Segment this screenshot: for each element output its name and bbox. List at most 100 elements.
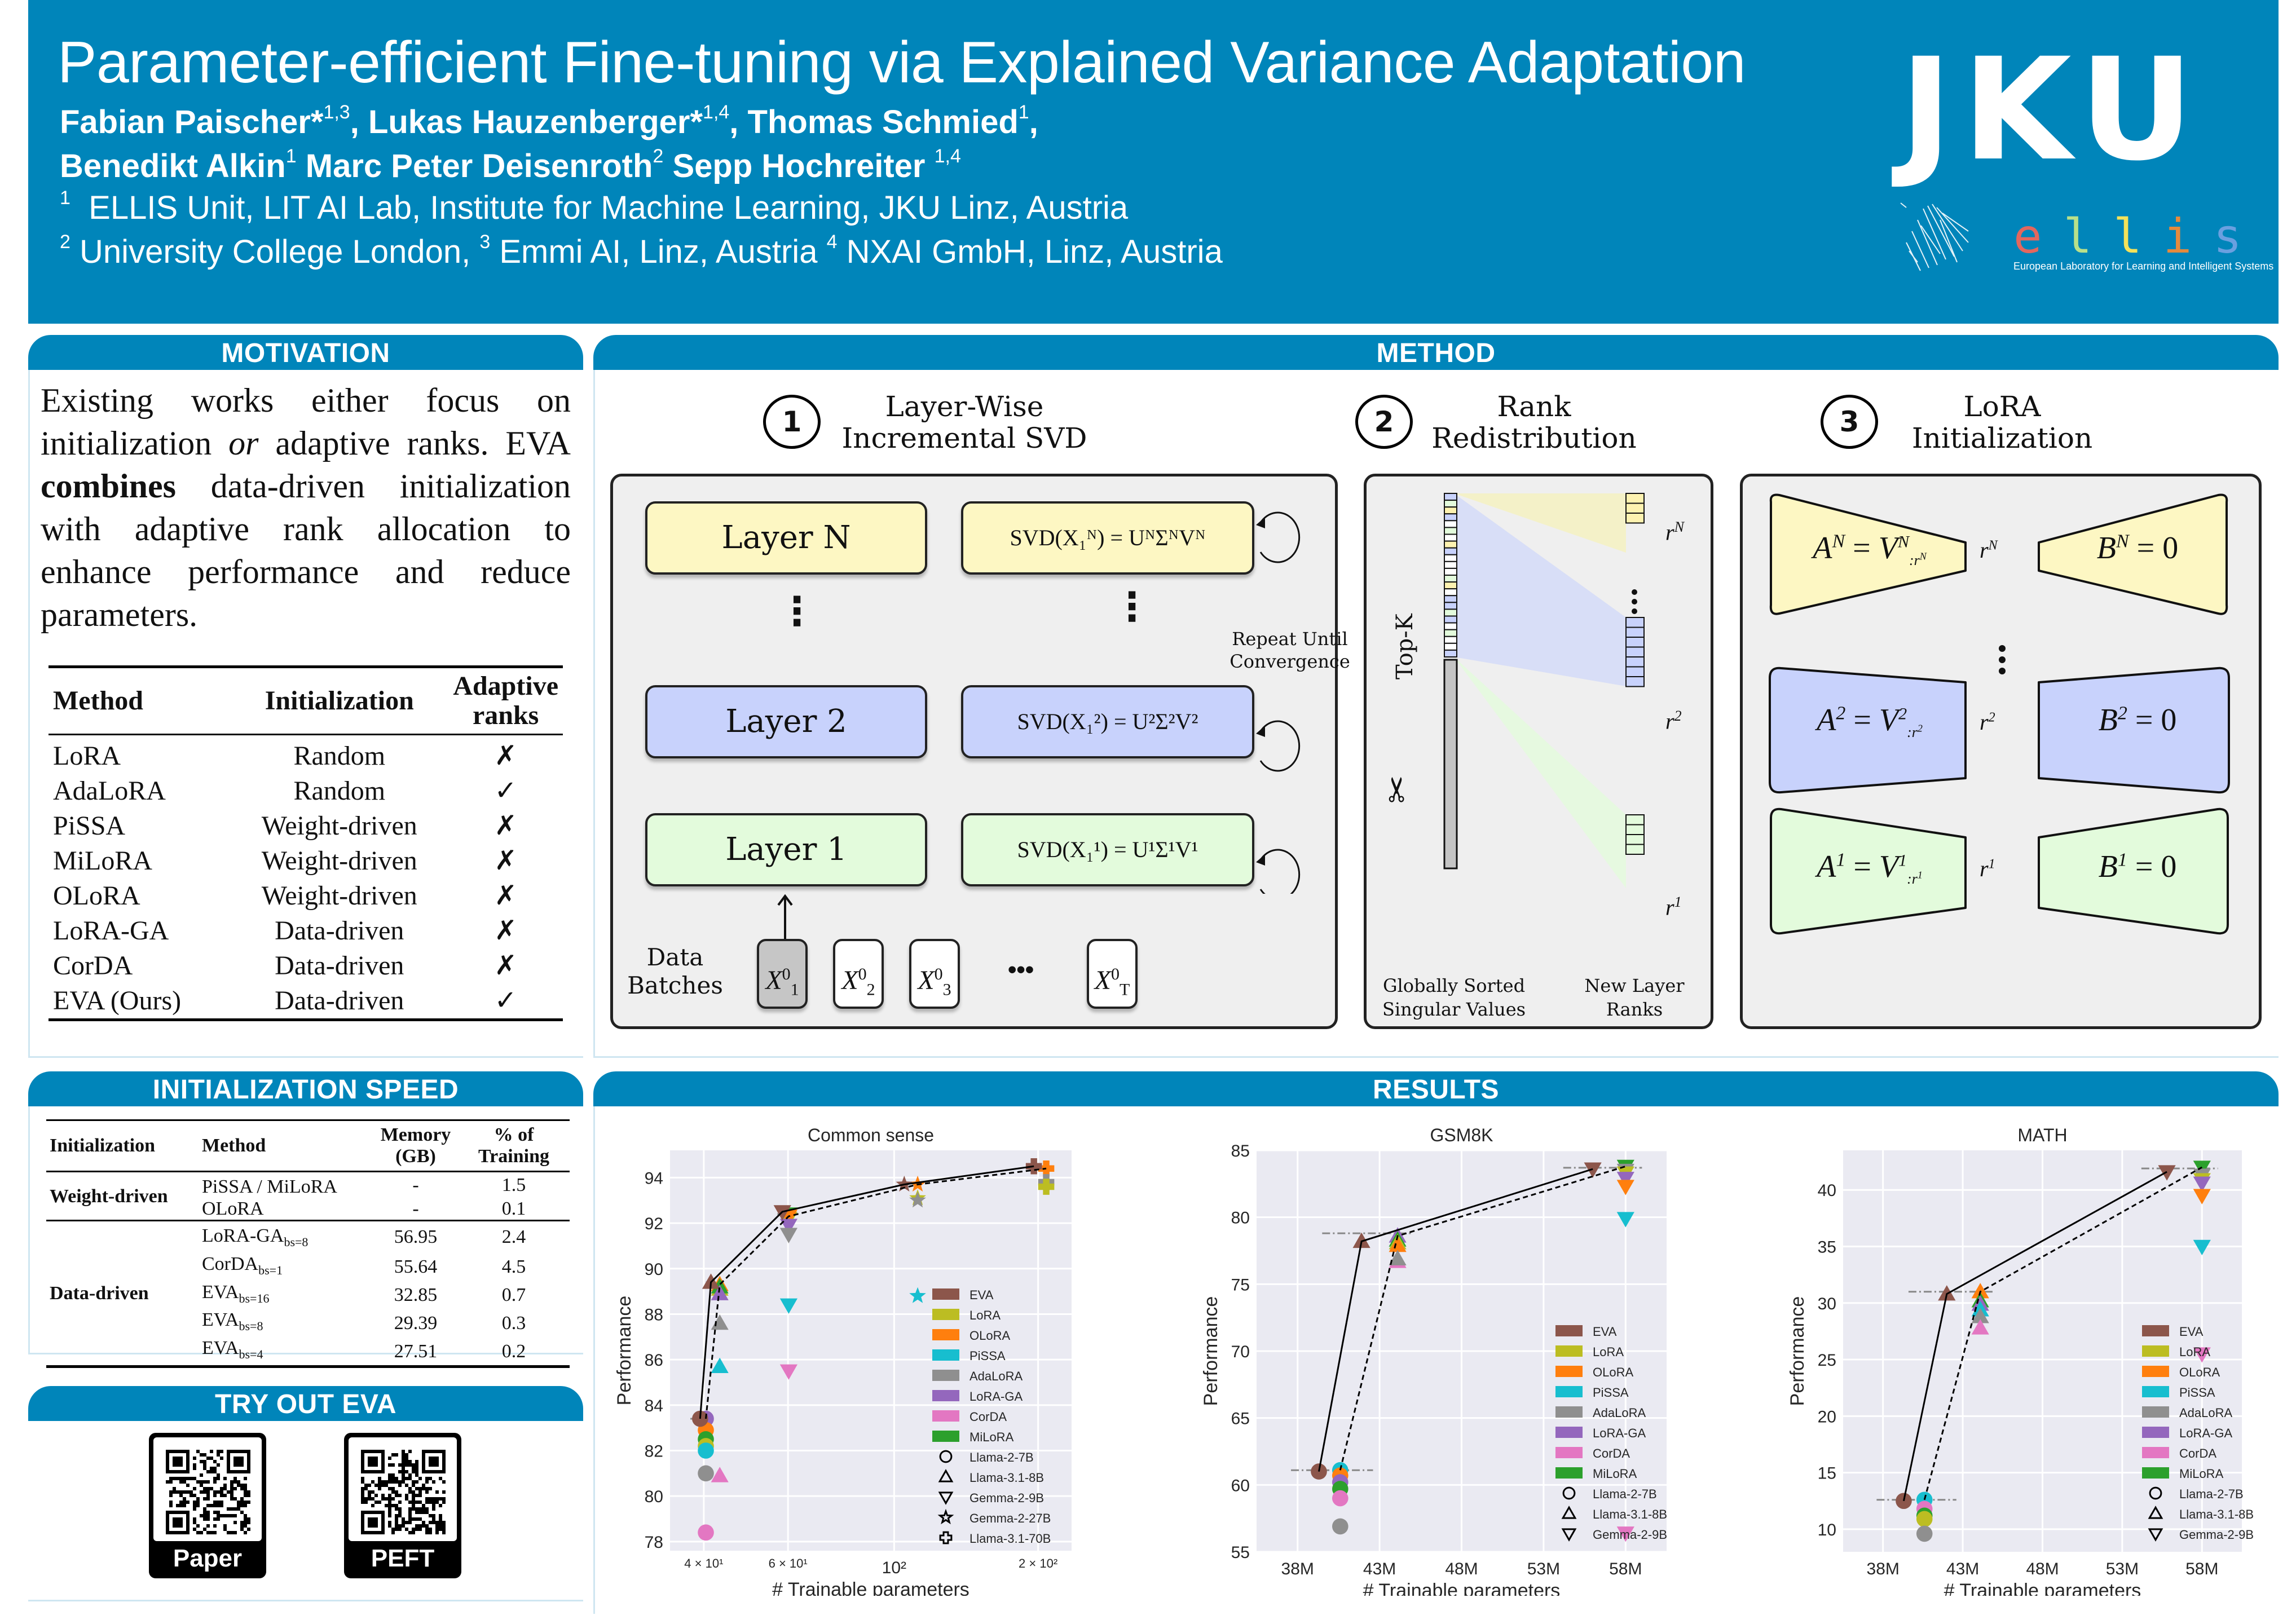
table-row: LoRA Random ✗ [49,735,563,774]
section-header-results: RESULTS [593,1071,2279,1106]
y-tick-label: 15 [1818,1464,1836,1483]
table-row: OLoRA - 0.1 [46,1198,570,1221]
legend-swatch-milora [2142,1467,2169,1479]
legend-marker-triangle-down [1561,1528,1577,1542]
scissors-icon: ✂ [1378,775,1417,804]
author-affiliation-marker: 1 [285,145,297,167]
step-title-3: LoRA Initialization [1911,390,2093,454]
data-point-corda [2193,1347,2211,1363]
cell-memory: - [412,1175,419,1195]
qr-card-peft[interactable]: PEFT [344,1433,461,1578]
singular-value-cell [1444,608,1457,617]
legend-label: EVA [969,1288,994,1302]
legend-label: Llama-3.1-8B [1593,1507,1667,1521]
table-row: AdaLoRA Random ✓ [49,774,563,809]
qr-card-paper[interactable]: Paper [149,1433,266,1578]
section-header-method: METHOD [593,335,2279,370]
baseline-frontier-line [705,1167,1047,1419]
author-name: Marc Peter Deisenroth [305,148,653,184]
panel-lora-initialization: AN = VN:rN rN BN = 0 A2 = V2:r2 r2 B2 = 0 A1 =… [1740,474,2262,1029]
lora-rank-label: rN [1980,537,1998,563]
cell-method: EVAbs=8 [202,1309,263,1334]
legend-label: Llama-3.1-70B [969,1532,1051,1546]
rank-cell [1625,502,1645,514]
baseline-frontier-line [1923,1166,2203,1501]
cell-initialization: Data-driven [275,916,404,946]
column-header-memory: Memory (GB) [380,1124,451,1167]
legend-label: Gemma-2-9B [1593,1528,1667,1542]
x-tick-label: 58M [1609,1560,1642,1578]
rank-cell [1625,834,1645,845]
cell-method: OLoRA [202,1198,264,1219]
authors-line-2: Benedikt Alkin1 Marc Peter Deisenroth2 S… [60,144,1038,188]
data-point-pissa [711,1357,729,1373]
cell-initialization: Weight-driven [261,881,417,911]
data-point-olora [1616,1180,1634,1195]
y-tick-label: 35 [1818,1238,1836,1256]
x-tick-label: 58M [2185,1560,2218,1578]
rank-redistribution-diagram [1443,493,1645,888]
cell-method: AdaLoRA [53,776,166,806]
data-point-lora-ga [1616,1172,1634,1188]
column-header-adaptive-ranks: Adaptive ranks [453,671,558,730]
legend-swatch-olora [1555,1366,1583,1377]
legend-label: Gemma-2-27B [969,1511,1051,1525]
batch-size: bs=8 [239,1319,263,1334]
legend-marker-plus [939,1531,953,1544]
x-tick-label: 38M [1281,1560,1314,1578]
legend-label: Llama-2-7B [2179,1487,2244,1501]
cross-icon: ✗ [494,846,517,876]
step-number-1: 1 [763,395,821,449]
ellis-subtitle: European Laboratory for Learning and Int… [2013,261,2274,272]
cell-pct-training: 2.4 [501,1226,526,1248]
rank-cell [1625,626,1645,638]
legend-label: MiLoRA [969,1430,1014,1444]
panel-rank-redistribution: Top-K ✂ rN r2 r1 Globally Sorted Singula… [1364,474,1713,1029]
y-tick-label: 86 [645,1351,663,1370]
qr-label-peft: PEFT [371,1544,435,1572]
column-header-method: Method [202,1135,266,1156]
horizontal-ellipsis: ••• [1008,956,1034,983]
data-point-pissa [909,1287,926,1303]
ellis-logo: ellis European Laboratory for Learning a… [1872,197,2273,276]
svd-layer-n-box: SVD(X₁ᴺ) = UᴺΣᴺVᴺ [961,501,1254,575]
data-point-olora [909,1175,926,1192]
data-point-corda [1332,1490,1348,1507]
y-tick-label: 92 [645,1215,663,1233]
batch-size: bs=8 [284,1234,309,1249]
cell-method: OLoRA [53,881,140,911]
legend-marker-triangle-up [938,1469,954,1482]
table-row: CorDAbs=1 55.64 4.5 [46,1253,570,1281]
x-tick-label: 43M [1363,1560,1396,1578]
affiliation-marker: 3 [479,231,491,253]
author-name: Sepp Hochreiter [672,148,935,184]
rank-cell [1625,617,1645,628]
legend-marker-circle [2149,1486,2162,1500]
table-row: EVAbs=16 32.85 0.7 [46,1281,570,1309]
x-tick-label: 4 × 10¹ [684,1556,723,1570]
singular-value-cell [1444,506,1457,515]
x-tick-label: 53M [2106,1560,2139,1578]
legend-label: AdaLoRA [969,1369,1023,1383]
batch-size: bs=4 [239,1347,263,1361]
vertical-ellipsis-icon: ⋮ [777,588,817,634]
legend-label: Llama-3.1-8B [2179,1507,2254,1521]
data-point-eva [1584,1162,1602,1178]
legend-label: LoRA [1593,1345,1624,1359]
lora-rank-label: r1 [1980,856,1995,881]
table-row: MiLoRA Weight-driven ✗ [49,844,563,879]
x-tick-label: 48M [2026,1560,2059,1578]
y-tick-label: 55 [1231,1543,1250,1562]
data-point-corda [698,1524,714,1541]
qr-code-icon [361,1450,446,1534]
chart-title: GSM8K [1430,1125,1493,1145]
step-number-2: 2 [1355,395,1413,449]
cell-method: EVAbs=16 [202,1281,270,1305]
cell-pct-training: 0.3 [501,1312,526,1334]
cell-memory: 56.95 [394,1226,438,1248]
table-row: OLoRA Weight-driven ✗ [49,879,563,914]
cell-group: Weight-driven [50,1185,168,1207]
cell-memory: 55.64 [394,1256,438,1278]
x-tick-label: 48M [1445,1560,1478,1578]
baseline-frontier-line [1339,1166,1626,1471]
